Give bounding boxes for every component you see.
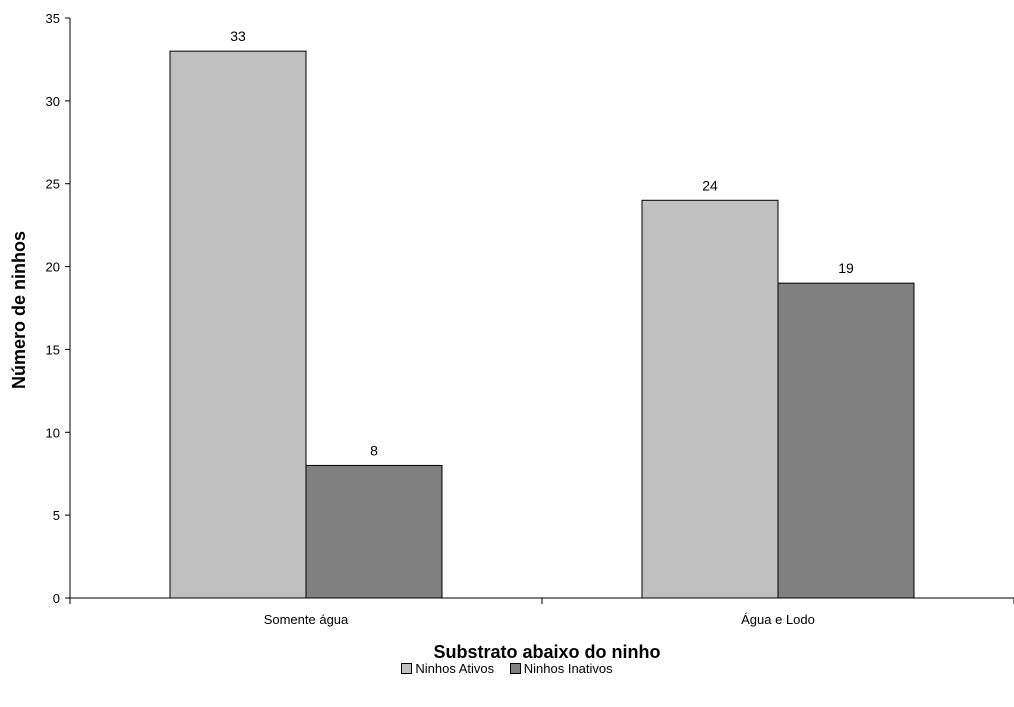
y-tick-label: 5 [53, 508, 60, 523]
data-labels: 33 8 24 19 [230, 28, 854, 458]
legend-swatch-ninhos-ativos [401, 663, 413, 674]
legend-swatch-ninhos-inativos [509, 663, 521, 674]
legend-item-ninhos-inativos: Ninhos Inativos [509, 661, 613, 676]
y-tick-label: 25 [46, 177, 60, 192]
data-label-ninhos-ativos-agua-e-lodo: 24 [702, 177, 718, 193]
legend-label-ninhos-inativos: Ninhos Inativos [523, 661, 613, 676]
y-axis: 0 5 10 15 20 25 30 35 [46, 11, 71, 606]
y-tick-label: 10 [46, 425, 60, 440]
data-label-ninhos-inativos-agua-e-lodo: 19 [838, 260, 854, 276]
bars [169, 50, 915, 599]
bar-ninhos-inativos-somente-agua [305, 464, 443, 599]
y-tick-label: 30 [46, 94, 60, 109]
data-label-ninhos-ativos-somente-agua: 33 [230, 28, 246, 44]
legend-label-ninhos-ativos: Ninhos Ativos [415, 661, 495, 676]
legend: Ninhos Ativos Ninhos Inativos [0, 661, 1014, 677]
bar-ninhos-inativos-agua-e-lodo [777, 282, 915, 599]
x-tick-label-somente-agua: Somente água [264, 612, 349, 627]
y-axis-title: Número de ninhos [9, 231, 29, 389]
y-tick-label: 15 [46, 342, 60, 357]
x-tick-label-agua-e-lodo: Água e Lodo [741, 612, 815, 627]
y-tick-label: 20 [46, 260, 60, 275]
x-axis-title: Substrato abaixo do ninho [433, 642, 660, 662]
bar-ninhos-ativos-agua-e-lodo [641, 199, 779, 599]
data-label-ninhos-inativos-somente-agua: 8 [370, 442, 378, 458]
x-axis: Somente água Água e Lodo [69, 597, 1014, 627]
bar-ninhos-ativos-somente-agua [169, 50, 307, 599]
y-tick-label: 0 [53, 591, 60, 606]
y-tick-label: 35 [46, 11, 60, 26]
legend-item-ninhos-ativos: Ninhos Ativos [401, 661, 494, 676]
